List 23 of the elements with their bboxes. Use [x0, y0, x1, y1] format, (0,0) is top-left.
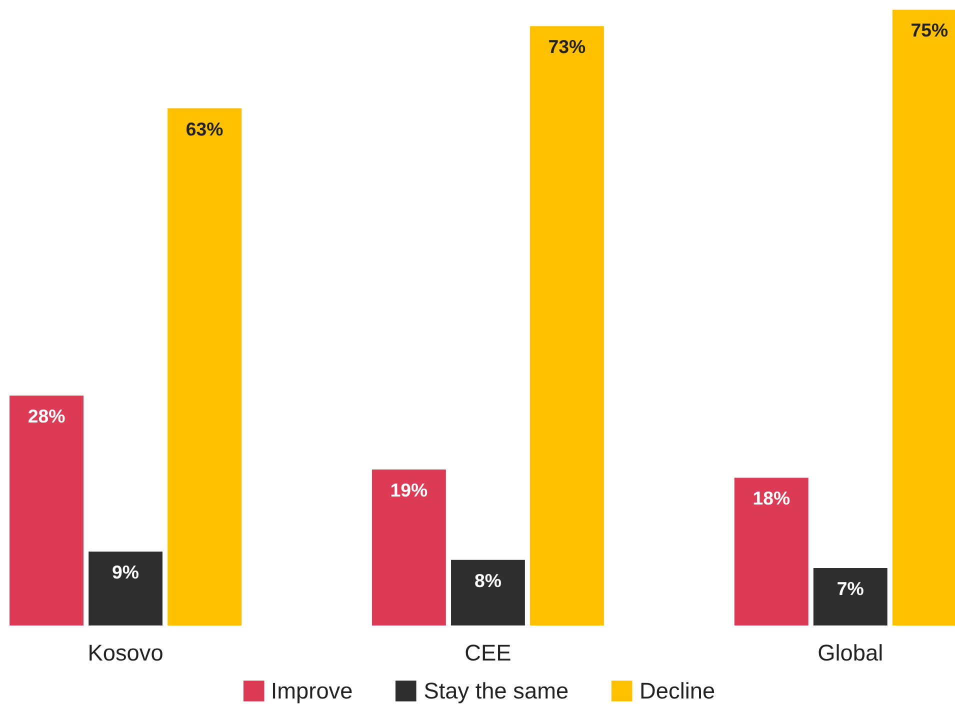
data-label: 18% [752, 488, 790, 509]
data-label: 7% [836, 578, 864, 600]
bar [734, 478, 808, 626]
bar [451, 560, 525, 626]
data-label: 63% [186, 118, 224, 140]
data-label: 8% [474, 570, 502, 591]
x-tick-label: CEE [464, 640, 512, 666]
data-label: 73% [548, 36, 586, 58]
data-label: 75% [910, 20, 948, 41]
bar [530, 26, 604, 626]
data-label: 19% [390, 480, 428, 501]
bar [372, 470, 446, 626]
bar [88, 552, 163, 626]
legend-label: Stay the same [424, 677, 569, 704]
legend-label: Decline [640, 677, 716, 704]
bar [168, 108, 242, 626]
x-tick-label: Kosovo [88, 640, 164, 666]
x-tick-label: Global [818, 640, 884, 666]
bar [10, 396, 84, 626]
legend-label: Improve [270, 677, 353, 704]
data-label: 28% [28, 406, 66, 427]
data-label: 9% [112, 562, 140, 583]
bar [813, 568, 888, 626]
